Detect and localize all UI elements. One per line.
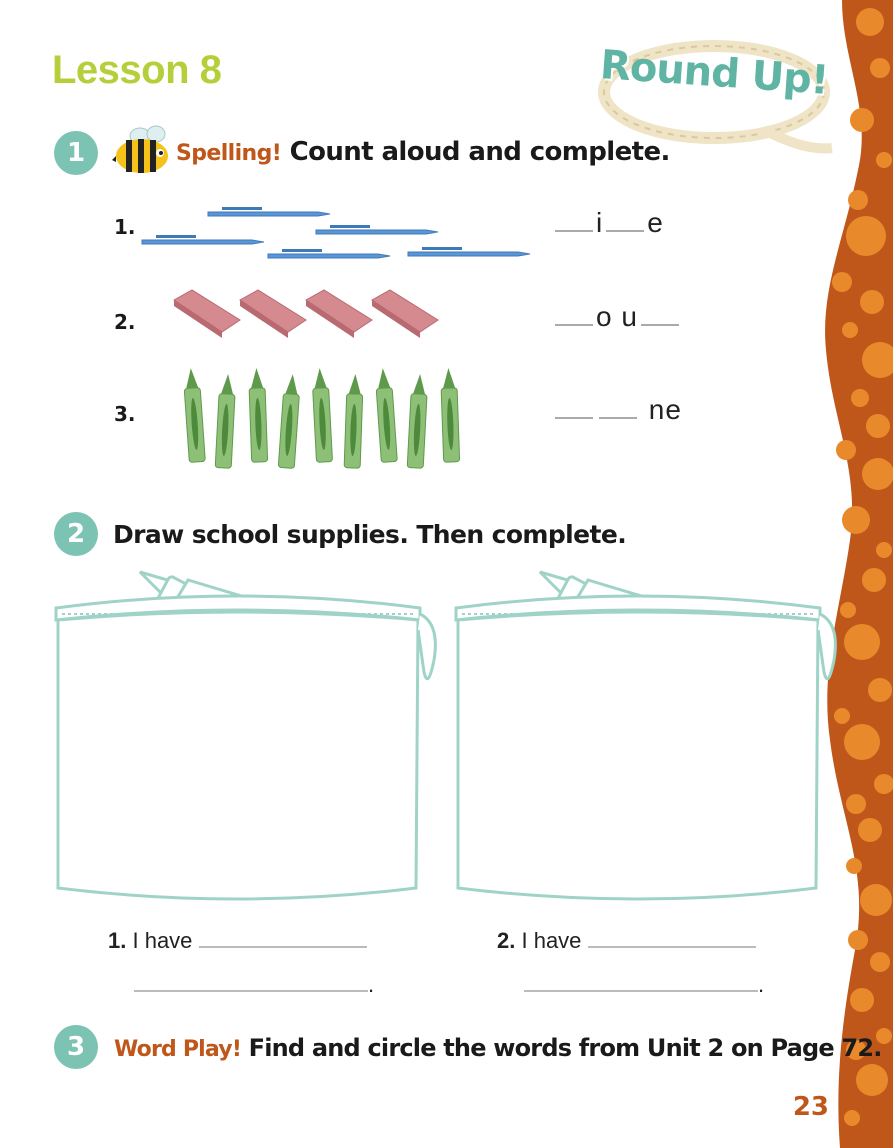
- activity-1-heading: Spelling! Count aloud and complete.: [176, 137, 670, 167]
- answer-line[interactable]: [198, 946, 367, 948]
- letter: o: [596, 301, 613, 332]
- crayon-icon: [312, 368, 333, 463]
- blank[interactable]: [555, 300, 593, 326]
- letter: e: [665, 394, 682, 425]
- crayon-icon: [440, 368, 461, 463]
- crayon-icon: [406, 374, 428, 469]
- blank[interactable]: [606, 206, 645, 232]
- crayons-picture-icon: [183, 368, 461, 469]
- crayon-icon: [214, 374, 236, 469]
- blank[interactable]: [599, 393, 637, 419]
- answer-line[interactable]: [587, 946, 756, 948]
- sentence-text: I have: [521, 928, 582, 953]
- lesson-title: Lesson 8: [52, 48, 222, 92]
- item-number-2: 2.: [114, 310, 136, 334]
- pencil-case-left[interactable]: [48, 564, 448, 910]
- sentence-1-continuation: .: [134, 972, 374, 998]
- crayon-icon: [277, 374, 300, 469]
- pencil-case-right[interactable]: [448, 564, 848, 910]
- sentence-1: 1. I have: [108, 928, 367, 954]
- crayon-icon: [375, 368, 398, 463]
- activity-3-heading: Word Play! Find and circle the words fro…: [114, 1034, 882, 1062]
- letter: u: [621, 301, 638, 332]
- activity-3-instruction: Find and circle the words from Unit 2 on…: [248, 1034, 883, 1062]
- sentence-number: 2.: [497, 928, 516, 953]
- sentence-2-continuation: .: [524, 972, 764, 998]
- answer-line[interactable]: [134, 990, 368, 992]
- spelling-label: Spelling!: [176, 141, 282, 166]
- erasers-picture-icon: [173, 289, 439, 338]
- pens-picture-icon: [141, 207, 531, 259]
- crayon-icon: [248, 368, 269, 463]
- period: .: [758, 972, 765, 997]
- letter: i: [596, 207, 604, 238]
- blank[interactable]: [640, 300, 679, 326]
- word-3: ne: [552, 393, 682, 426]
- letter: e: [647, 207, 664, 238]
- period: .: [368, 972, 375, 997]
- activity-number-1: 1: [54, 131, 98, 175]
- crayon-icon: [343, 374, 364, 469]
- blank[interactable]: [555, 206, 593, 232]
- round-up-rope-icon: [598, 40, 833, 154]
- word-play-label: Word Play!: [114, 1037, 242, 1062]
- sentence-text: I have: [132, 928, 193, 953]
- activity-number-3: 3: [54, 1025, 98, 1069]
- answer-line[interactable]: [524, 990, 758, 992]
- activity-number-2: 2: [54, 512, 98, 556]
- crayon-icon: [183, 368, 206, 463]
- activity-1-instruction: Count aloud and complete.: [289, 137, 671, 167]
- sentence-2: 2. I have: [497, 928, 756, 954]
- page-number: 23: [792, 1092, 829, 1122]
- sentence-number: 1.: [108, 928, 127, 953]
- bee-icon: [112, 125, 168, 173]
- activity-2-instruction: Draw school supplies. Then complete.: [113, 520, 627, 549]
- blank[interactable]: [555, 393, 593, 419]
- letter: n: [648, 394, 666, 425]
- item-number-3: 3.: [114, 402, 136, 426]
- word-2: o u: [552, 300, 682, 333]
- item-number-1: 1.: [114, 215, 136, 239]
